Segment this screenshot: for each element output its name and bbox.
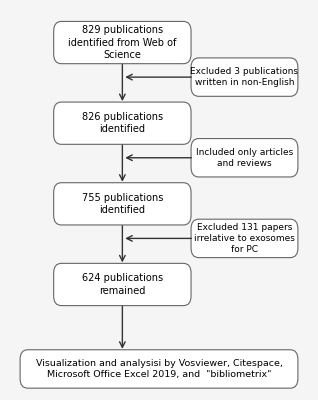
FancyBboxPatch shape <box>54 22 191 64</box>
Text: 624 publications
remained: 624 publications remained <box>82 273 163 296</box>
FancyBboxPatch shape <box>54 102 191 144</box>
FancyBboxPatch shape <box>54 183 191 225</box>
Text: 826 publications
identified: 826 publications identified <box>82 112 163 134</box>
Text: 755 publications
identified: 755 publications identified <box>82 193 163 215</box>
Text: Excluded 131 papers
irrelative to exosomes
for PC: Excluded 131 papers irrelative to exosom… <box>194 223 295 254</box>
FancyBboxPatch shape <box>20 350 298 388</box>
Text: Included only articles
and reviews: Included only articles and reviews <box>196 148 293 168</box>
FancyBboxPatch shape <box>191 138 298 177</box>
FancyBboxPatch shape <box>54 263 191 306</box>
Text: Excluded 3 publications
written in non-English: Excluded 3 publications written in non-E… <box>190 67 299 87</box>
FancyBboxPatch shape <box>191 58 298 96</box>
Text: 829 publications
identified from Web of
Science: 829 publications identified from Web of … <box>68 25 176 60</box>
Text: Visualization and analysisi by Vosviewer, Citespace,
Microsoft Office Excel 2019: Visualization and analysisi by Vosviewer… <box>36 359 282 379</box>
FancyBboxPatch shape <box>191 219 298 258</box>
